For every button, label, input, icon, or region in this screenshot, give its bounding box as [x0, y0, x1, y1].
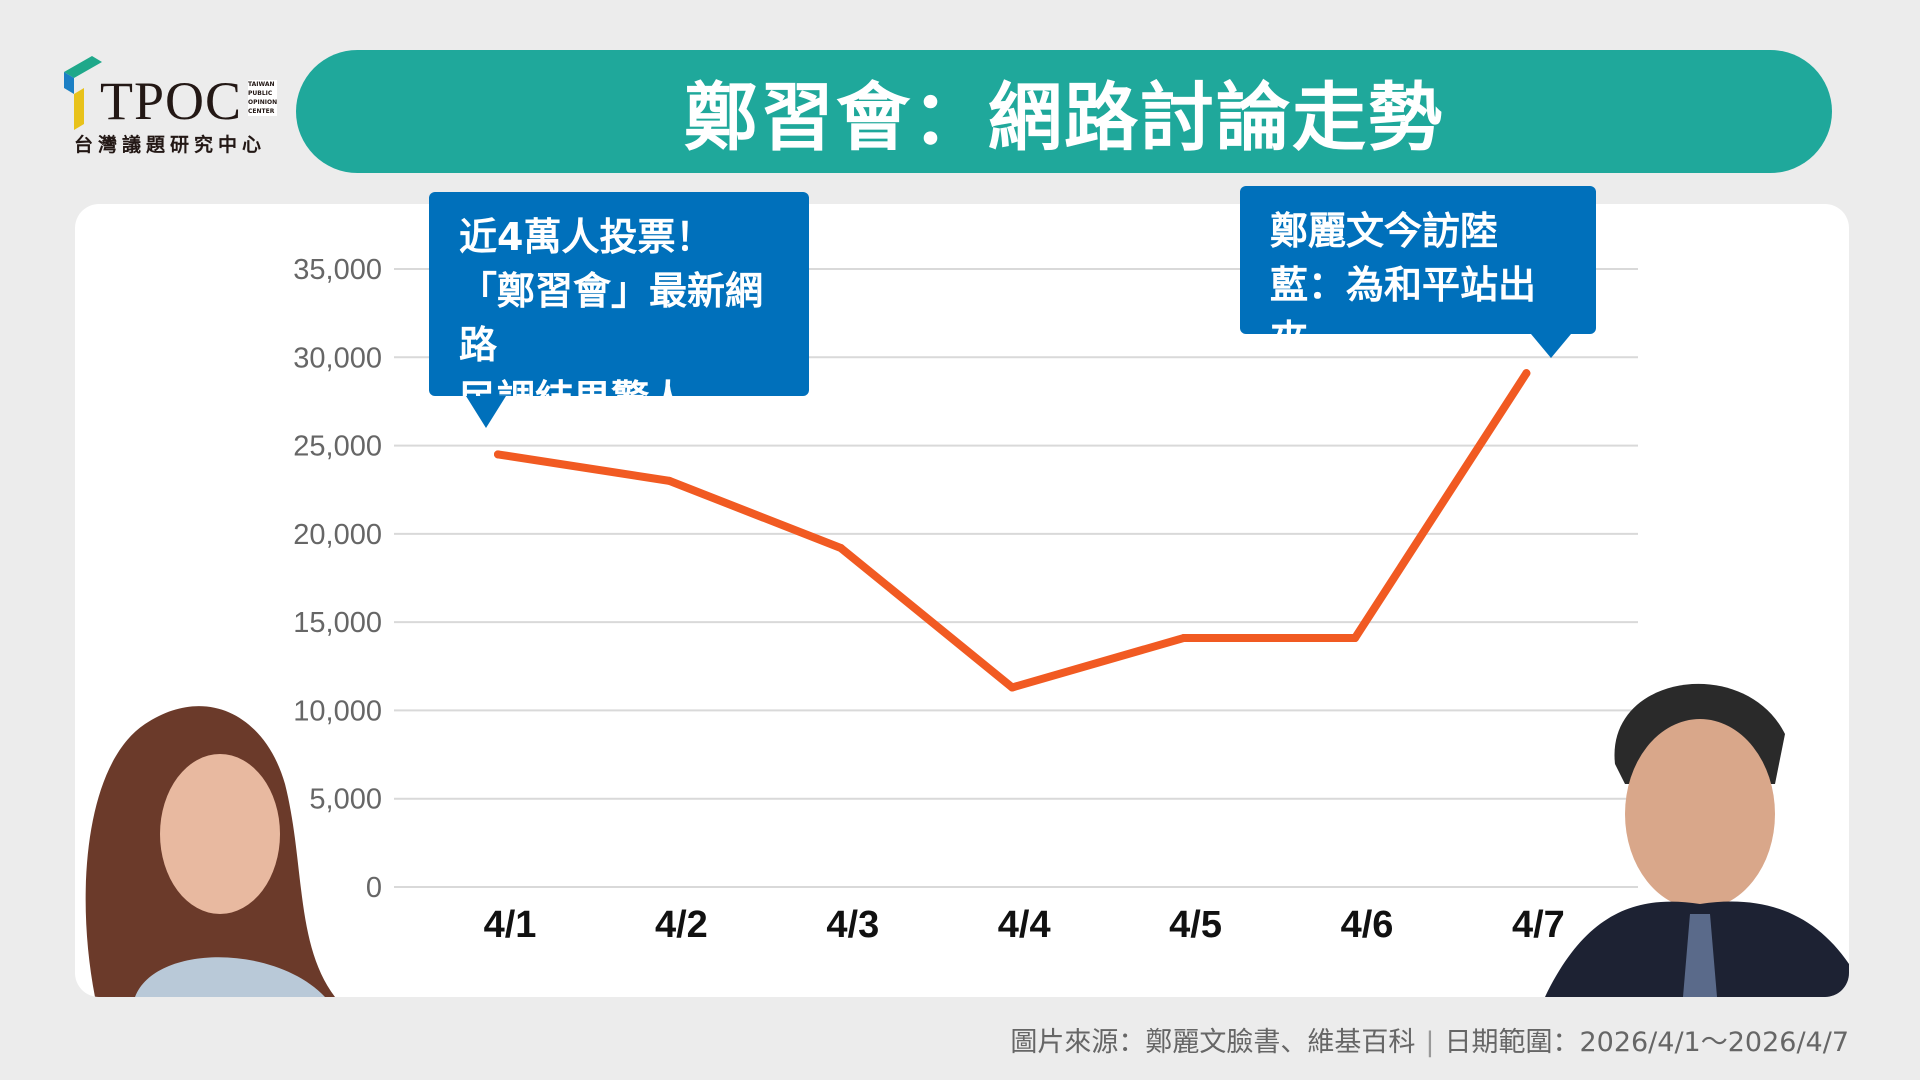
- data-point: [1008, 683, 1017, 692]
- data-point: [1179, 634, 1188, 643]
- callout-visit-news: 鄭麗文今訪陸 藍：為和平站出來: [1240, 186, 1596, 361]
- data-point: [665, 476, 674, 485]
- logo-text: TPOC: [100, 71, 243, 131]
- x-tick-label: 4/7: [1512, 904, 1565, 946]
- x-tick-label: 4/2: [655, 904, 708, 946]
- photo-woman-speaker: [85, 706, 336, 997]
- date-range: 日期範圍：2026/4/1～2026/4/7: [1444, 1027, 1849, 1058]
- page-title: 鄭習會：網路討論走勢: [684, 75, 1444, 161]
- divider: |: [1425, 1027, 1435, 1058]
- data-point: [1351, 634, 1359, 643]
- x-tick-label: 4/4: [998, 904, 1051, 946]
- data-point: [1522, 369, 1531, 378]
- y-tick-label: 10,000: [293, 695, 382, 727]
- data-point: [836, 543, 845, 552]
- x-tick-label: 4/6: [1341, 904, 1394, 946]
- image-source: 圖片來源：鄭麗文臉書、維基百科: [1010, 1027, 1416, 1058]
- callout-line: 「鄭習會」最新網路: [459, 269, 764, 367]
- y-tick-label: 15,000: [293, 607, 382, 639]
- callout-line: 民調結果驚人: [459, 377, 688, 421]
- logo-subtitle: 台灣議題研究中心: [74, 134, 267, 156]
- y-tick-label: 25,000: [293, 431, 382, 463]
- line-chart: 0 5,000 10,000 15,000 20,000 25,000 30,000 35,0…: [293, 254, 1638, 946]
- title-banner: 鄭習會：網路討論走勢: [296, 50, 1832, 173]
- data-point: [494, 450, 502, 459]
- callout-line: 鄭麗文今訪陸: [1270, 209, 1499, 253]
- y-tick-label: 35,000: [293, 254, 382, 286]
- footer-source: 圖片來源：鄭麗文臉書、維基百科 | 日期範圍：2026/4/1～2026/4/7: [1010, 1020, 1849, 1059]
- logo-mark-icon: [64, 56, 102, 130]
- callout-line: 藍：為和平站出來: [1270, 263, 1537, 361]
- x-tick-label: 4/3: [826, 904, 879, 946]
- tpoc-logo: TPOC TAIWAN PUBLIC OPINION CENTER 台灣議題研究中心: [62, 52, 292, 162]
- callout-line: 近4萬人投票！: [459, 215, 714, 259]
- x-tick-label: 4/1: [484, 904, 537, 946]
- y-tick-label: 5,000: [309, 784, 382, 816]
- y-tick-label: 0: [366, 872, 382, 904]
- y-tick-label: 20,000: [293, 519, 382, 551]
- photo-man-portrait: [1545, 683, 1849, 997]
- logo-english: TAIWAN PUBLIC OPINION CENTER: [248, 80, 278, 116]
- x-tick-label: 4/5: [1169, 904, 1222, 946]
- callout-poll-result: 近4萬人投票！ 「鄭習會」最新網路 民調結果驚人: [429, 192, 809, 428]
- y-tick-label: 30,000: [293, 342, 382, 374]
